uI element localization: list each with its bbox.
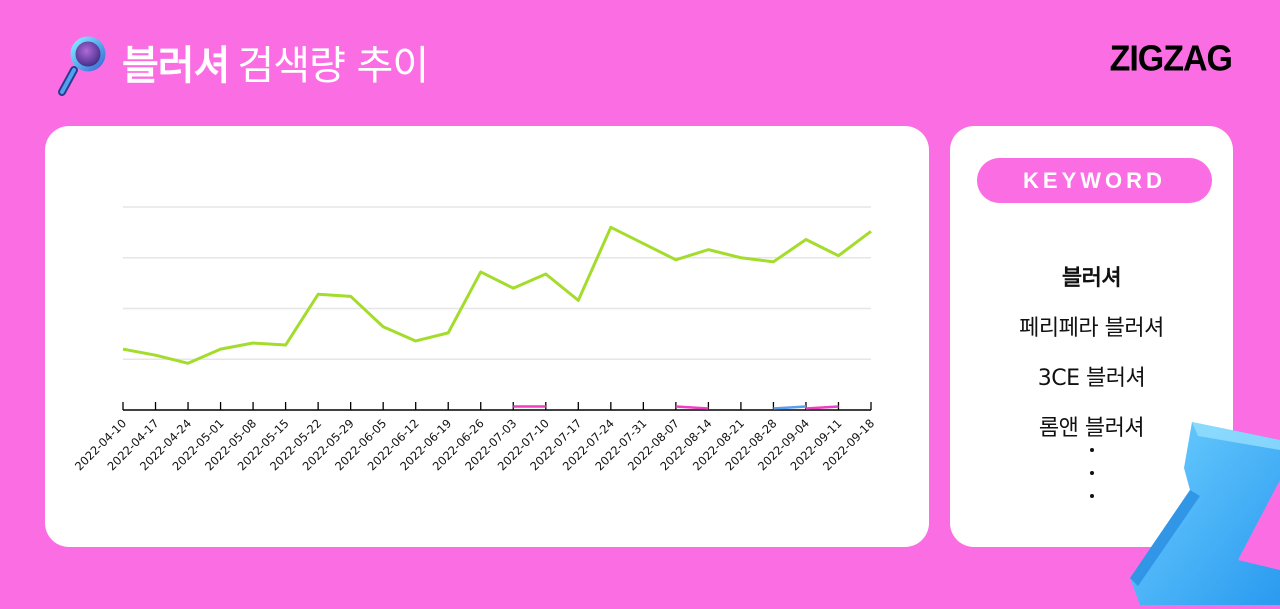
zigzag-z-decoration (1130, 410, 1280, 605)
series-line (805, 405, 839, 410)
keyword-item: 블러셔 (1061, 266, 1122, 291)
keyword-badge: KEYWORD (977, 158, 1212, 203)
dot-icon (1089, 471, 1094, 475)
keyword-item: 롬앤 블러셔 (1038, 416, 1145, 441)
zigzag-logo: ZIGZAG (1109, 39, 1233, 79)
chart-card (45, 126, 929, 547)
series-line (675, 405, 709, 410)
more-keywords-ellipsis (950, 448, 1233, 517)
magnifier-icon (54, 36, 110, 98)
series-line (773, 405, 807, 410)
dot-icon (1089, 448, 1094, 452)
keyword-panel: KEYWORD 블러셔 페리페라 블러셔 3CE 블러셔 롬앤 블러셔 (950, 126, 1233, 547)
keyword-list: 블러셔 페리페라 블러셔 3CE 블러셔 롬앤 블러셔 (950, 258, 1233, 458)
keyword-item: 3CE 블러셔 (1037, 366, 1146, 391)
keyword-item: 페리페라 블러셔 (1019, 316, 1164, 341)
series-line (122, 225, 872, 365)
dot-icon (1089, 494, 1094, 498)
title-rest: 검색량 추이 (237, 43, 429, 89)
page-title: 블러셔 검색량 추이 (122, 38, 429, 94)
title-keyword: 블러셔 (122, 43, 230, 89)
